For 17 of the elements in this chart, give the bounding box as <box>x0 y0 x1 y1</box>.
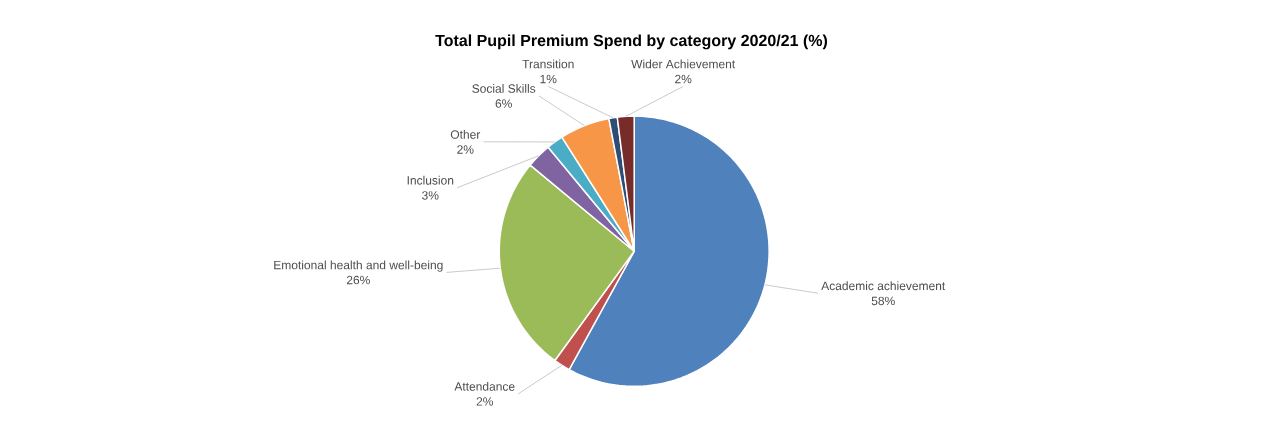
slice-label: Wider Achievement <box>631 59 736 69</box>
data-label: 6% <box>495 99 512 108</box>
data-label: 3% <box>422 191 439 200</box>
data-label: 26% <box>346 275 370 285</box>
slice-label: Other <box>450 129 481 139</box>
slice-label: Inclusion <box>407 175 454 185</box>
data-label: 2% <box>675 74 692 84</box>
slice-label: Attendance <box>454 381 515 391</box>
chart-title: Total Pupil Premium Spend by category 2020/21 (%) <box>435 34 828 50</box>
data-label: 2% <box>476 397 493 406</box>
data-label: 1% <box>540 74 557 84</box>
data-label: 2% <box>457 145 474 154</box>
slice-label: Academic achievement <box>821 281 946 291</box>
slice-label: Transition <box>522 59 574 69</box>
slice-label: Emotional health and well-being <box>274 260 443 272</box>
slice-label: Social Skills <box>472 83 536 93</box>
data-label: 58% <box>871 296 895 306</box>
